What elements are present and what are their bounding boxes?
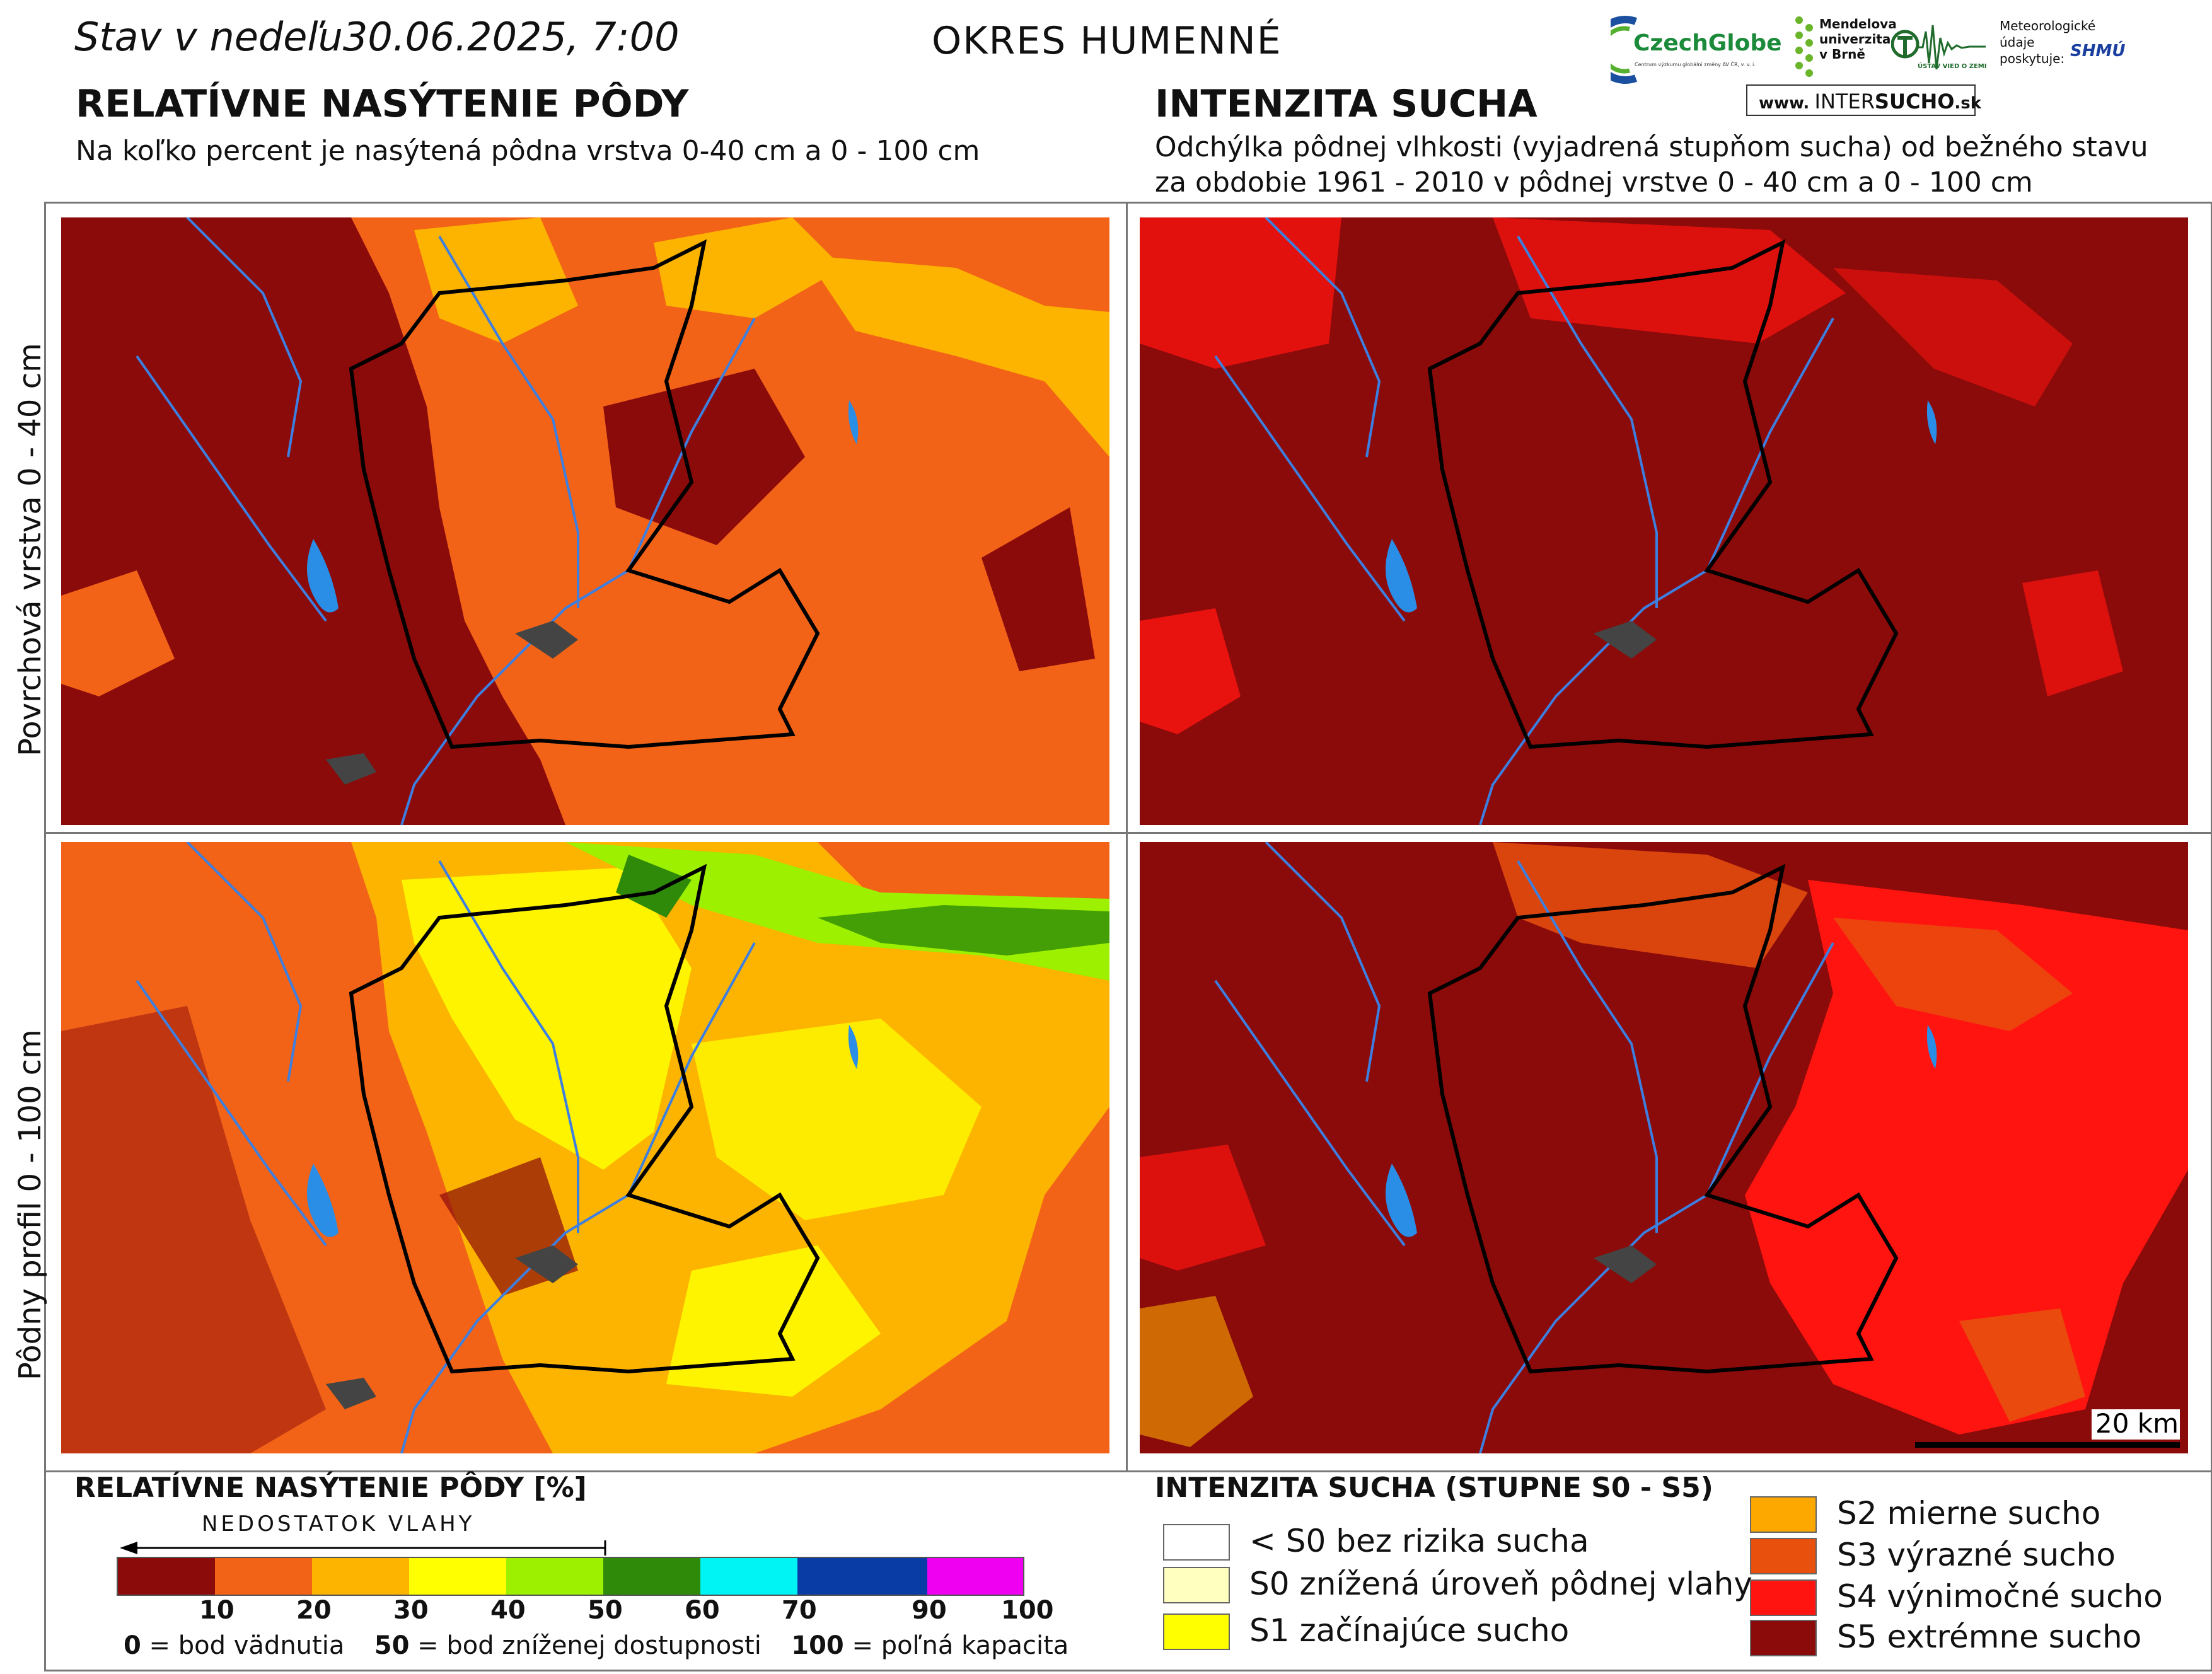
note-100-text: = poľná kapacita (843, 1631, 1069, 1660)
date-prefix: Stav v nedeľu (74, 14, 343, 60)
map-saturation-profile-svg (61, 842, 1109, 1453)
legend-label-s3: S3 výrazné sucho (1837, 1537, 2116, 1573)
mendel-line-2: univerzita (1819, 32, 1891, 47)
color-bin-50-60 (603, 1558, 700, 1595)
legend-label-s1: S1 začínajúce sucho (1249, 1612, 1570, 1649)
map-saturation-profile (61, 842, 1109, 1453)
tick-60: 60 (685, 1596, 720, 1625)
legend-label-s2: S2 mierne sucho (1837, 1495, 2101, 1532)
earth-science-institute-name: ÚSTAV VIED O ZEMI (1918, 63, 1987, 70)
drought-section-subtitle-2: za obdobie 1961 - 2010 v pôdnej vrstve 0… (1155, 166, 2033, 199)
saturation-section-title: RELATÍVNE NASÝTENIE PÔDY (76, 82, 689, 126)
mendel-university-logo: Mendelova univerzita v Brně (1790, 15, 1897, 84)
legend-divider (44, 1470, 2212, 1472)
scale-bar-label: 20 km (2095, 1408, 2179, 1439)
maps-frame (44, 202, 2212, 1671)
legend-swatch-s0 (1163, 1567, 1230, 1603)
legend-label-s5: S5 extrémne sucho (1837, 1619, 2142, 1655)
intersucho-tld: .sk (1954, 94, 1982, 113)
note-50-text: = bod zníženej dostupnosti (409, 1631, 761, 1660)
horizontal-divider (44, 832, 2212, 834)
color-bin-40-50 (506, 1558, 603, 1595)
legend-label-s0: S0 znížená úroveň pôdnej vlahy (1249, 1566, 1752, 1602)
color-bin-30-40 (409, 1558, 506, 1595)
meteo-line-3: poskytuje: (2000, 51, 2065, 66)
date-value: 30.06.2025, 7:00 (342, 14, 680, 60)
note-100-value: 100 (791, 1631, 844, 1660)
saturation-section-subtitle: Na koľko percent je nasýtená pôdna vrstv… (76, 135, 980, 167)
saturation-color-bar (117, 1557, 1024, 1596)
earth-science-institute-logo: ÚSTAV VIED O ZEMI (1891, 19, 1992, 82)
legend-swatch-s2 (1750, 1496, 1817, 1533)
meteo-line-2: údaje (2000, 35, 2035, 50)
map-drought-profile: 20 km (1140, 842, 2188, 1453)
saturation-legend-title: RELATÍVNE NASÝTENIE PÔDY [%] (74, 1472, 587, 1504)
row-label-profile: Pôdny profil 0 - 100 cm (13, 1029, 48, 1380)
map-drought-profile-svg (1140, 842, 2188, 1453)
drought-section-title: INTENZITA SUCHA (1155, 82, 1537, 126)
mendel-line-3: v Brně (1819, 47, 1865, 62)
report-date: Stav v nedeľu30.06.2025, 7:00 (74, 14, 680, 60)
map-drought-topsoil (1140, 217, 2188, 825)
intersucho-name-b: SUCHO (1874, 89, 1955, 113)
color-bin-90-100 (927, 1558, 1023, 1595)
meteo-line-1: Meteorologické (2000, 18, 2096, 33)
note-0-text: = bod vädnutia (141, 1631, 345, 1660)
moisture-deficit-arrow (120, 1540, 606, 1556)
intersucho-logo: www. INTERSUCHO.sk (1746, 84, 1981, 116)
tick-30: 30 (393, 1596, 429, 1625)
czechglobe-subtext: Centrum výzkumu globální změny AV ČR, v.… (1635, 62, 1756, 67)
tick-50: 50 (588, 1596, 623, 1625)
meteo-provider-text: Meteorologické údaje poskytuje: (2000, 18, 2095, 67)
tick-90: 90 (912, 1596, 947, 1625)
czechglobe-name: CzechGlobe (1633, 30, 1782, 56)
map-drought-topsoil-svg (1140, 217, 2188, 825)
row-label-topsoil: Povrchová vrstva 0 - 40 cm (13, 343, 48, 756)
legend-label-no-risk: < S0 bez rizika sucha (1249, 1523, 1589, 1559)
legend-swatch-s3 (1750, 1538, 1817, 1574)
saturation-legend-notes: 0 = bod vädnutia 50 = bod zníženej dostu… (124, 1631, 1068, 1660)
color-bin-10-20 (215, 1558, 312, 1595)
moisture-deficit-label: NEDOSTATOK VLAHY (202, 1511, 475, 1537)
czechglobe-logo: CzechGlobe Centrum výzkumu globální změn… (1591, 15, 1782, 84)
color-bin-20-30 (312, 1558, 409, 1595)
map-saturation-topsoil-svg (61, 217, 1109, 825)
legend-swatch-s5 (1750, 1620, 1817, 1656)
legend-swatch-s1 (1163, 1613, 1230, 1650)
map-saturation-topsoil (61, 217, 1109, 825)
intersucho-www: www. (1759, 94, 1810, 113)
district-title: OKRES HUMENNÉ (932, 19, 1282, 63)
drought-section-subtitle-1: Odchýlka pôdnej vlhkosti (vyjadrená stup… (1155, 131, 2148, 163)
note-0-value: 0 (124, 1631, 141, 1660)
drought-legend-title: INTENZITA SUCHA (STUPNE S0 - S5) (1155, 1472, 1713, 1504)
legend-label-s4: S4 výnimočné sucho (1837, 1578, 2163, 1615)
legend-swatch-no-risk (1163, 1524, 1230, 1561)
shmu-logo: SHMÚ (2070, 42, 2126, 61)
mendel-line-1: Mendelova (1819, 16, 1897, 32)
tick-100: 100 (1001, 1596, 1054, 1625)
color-bin-70-90 (797, 1558, 927, 1595)
color-bin-0-10 (118, 1558, 215, 1595)
intersucho-name-a: INTER (1814, 89, 1875, 113)
scale-bar (1915, 1442, 2180, 1448)
note-50-value: 50 (374, 1631, 410, 1660)
tick-40: 40 (490, 1596, 526, 1625)
tick-70: 70 (782, 1596, 817, 1625)
legend-swatch-s4 (1750, 1579, 1817, 1616)
scale-bar-label-bg (2092, 1409, 2180, 1440)
tick-20: 20 (296, 1596, 332, 1625)
vertical-divider (1126, 202, 1128, 1472)
tick-10: 10 (199, 1596, 235, 1625)
color-bin-60-70 (700, 1558, 797, 1595)
